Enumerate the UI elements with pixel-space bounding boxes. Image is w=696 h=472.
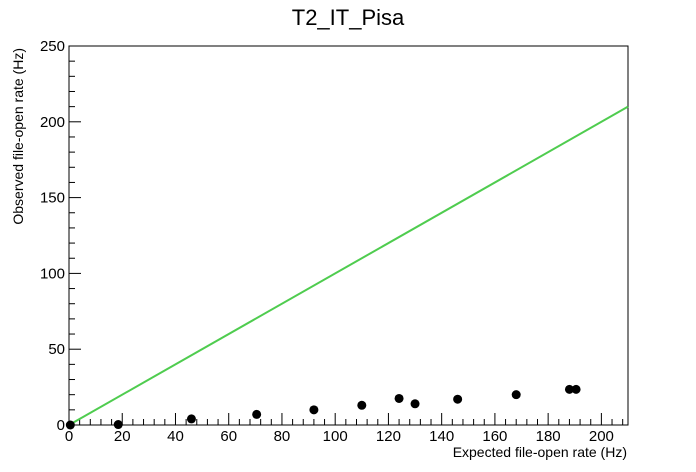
data-point [394,393,404,403]
chart-title: T2_IT_Pisa [292,5,405,30]
plot-axes: 0 20 40 60 80 100 120 140 160 180 200 0 50 100 150 200 2… [40,38,629,445]
x-tick-label: 200 [589,428,614,445]
y-tick-label: 50 [48,341,65,358]
data-point [113,420,123,430]
data-point [65,420,75,430]
y-tick-label: 250 [40,38,65,55]
x-tick-label: 0 [65,428,73,445]
x-tick-label: 180 [536,428,561,445]
x-axis-label: Expected file-open rate (Hz) [453,444,627,460]
data-point [453,394,463,404]
data-point [357,400,367,410]
data-point [186,414,196,424]
data-point [564,384,574,394]
x-tick-label: 160 [482,428,507,445]
y-tick-label: 100 [40,265,65,282]
x-tick-label: 120 [376,428,401,445]
y-axis-label: Observed file-open rate (Hz) [10,48,26,225]
y-tick-label: 150 [40,190,65,207]
y-tick-label: 200 [40,114,65,131]
x-tick-label: 140 [429,428,454,445]
y-tick-label: 0 [57,417,65,434]
reference-line [68,105,629,426]
data-points-layer [65,384,581,430]
data-point [571,384,581,394]
x-tick-label: 20 [114,428,131,445]
reference-line-layer [68,105,629,426]
x-tick-label: 40 [167,428,184,445]
data-point [309,405,319,415]
data-point [410,399,420,409]
data-point [511,390,521,400]
x-tick-label: 60 [220,428,237,445]
x-tick-label: 100 [323,428,348,445]
plot-frame [68,45,629,426]
x-tick-label: 80 [274,428,291,445]
data-point [252,409,262,419]
